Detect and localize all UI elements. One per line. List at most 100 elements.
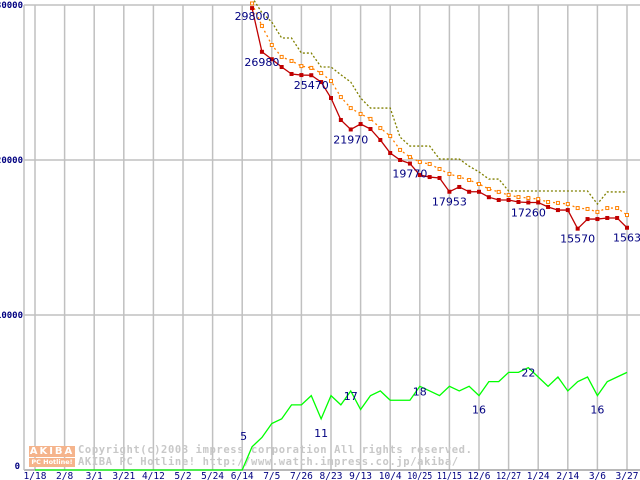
y-tick-label: 0 [15, 462, 20, 472]
min-price-data-label: 15570 [560, 233, 595, 246]
min-price-point [309, 73, 314, 78]
shop-count-data-label: 16 [472, 404, 486, 417]
min-price-point [477, 189, 481, 194]
x-tick-label: 1/18 [24, 471, 47, 480]
min-price-point [358, 122, 363, 127]
average-price-point [595, 209, 600, 214]
average-price-point [259, 23, 264, 28]
average-price-point [526, 195, 531, 200]
min-price-point [625, 225, 629, 230]
average-price-point [289, 58, 294, 63]
average-price-point [506, 193, 511, 198]
min-price-point [605, 215, 610, 220]
shop-count-data-label: 5 [240, 430, 247, 443]
min-price-point [536, 200, 541, 205]
min-price-point [565, 208, 570, 213]
min-price-point [417, 173, 422, 178]
min-price-point [457, 184, 462, 189]
min-price-data-label: 25470 [294, 79, 329, 92]
min-price-point [388, 151, 393, 156]
x-tick-label: 4/12 [142, 471, 165, 480]
average-price-point [388, 133, 393, 138]
average-price-point [358, 111, 363, 116]
average-price-point [536, 197, 541, 202]
average-price-point [565, 202, 570, 207]
average-price-point [329, 78, 333, 83]
min-price-point [437, 175, 442, 180]
min-price-point [447, 189, 452, 194]
average-price-point [417, 160, 422, 165]
min-price-point [368, 127, 373, 131]
x-tick-label: 2/8 [56, 471, 73, 480]
min-price-point [329, 96, 333, 100]
x-tick-label: 10/4 [379, 471, 402, 480]
max-price-line [253, 0, 627, 206]
x-tick-label: 8/23 [320, 471, 343, 480]
x-tick-label: 1/24 [527, 471, 550, 480]
min-price-point [378, 138, 383, 143]
min-price-data-label: 21970 [333, 133, 368, 146]
x-tick-label: 6/14 [231, 471, 254, 480]
x-tick-label: 3/6 [589, 471, 606, 480]
x-tick-label: 3/21 [112, 471, 135, 480]
average-price-point [348, 106, 353, 111]
average-price-line [251, 3, 628, 216]
x-tick-label: 5/24 [201, 471, 224, 480]
min-price-point [269, 57, 274, 62]
min-price-data-label: 17260 [511, 206, 546, 219]
average-price-point [299, 64, 304, 69]
average-price-point [546, 200, 551, 205]
shop-count-line [35, 366, 628, 471]
x-tick-label: 5/2 [174, 471, 191, 480]
average-price-point [625, 213, 629, 218]
average-price-point [615, 206, 620, 211]
average-price-point [516, 195, 521, 200]
min-price-point [496, 197, 501, 202]
average-price-point [368, 116, 373, 121]
average-price-point [496, 189, 501, 194]
x-tick-label: 2/14 [556, 471, 579, 480]
average-price-point [279, 54, 284, 59]
average-price-point [269, 42, 274, 47]
x-tick-label: 3/27 [616, 471, 639, 480]
min-price-point [486, 195, 491, 200]
min-price-point [615, 215, 620, 220]
logo-akiba: AKIBA [29, 446, 75, 457]
min-price-data-label: 15630 [613, 232, 640, 245]
logo-pc-hotline: PC Hotline! [29, 458, 75, 467]
average-price-point [338, 95, 343, 100]
average-price-point [605, 206, 610, 211]
min-price-data-label: 19770 [392, 168, 427, 181]
average-price-point [555, 200, 560, 205]
average-price-point [486, 186, 491, 191]
average-price-point [437, 166, 442, 171]
average-price-point [467, 177, 472, 182]
min-price-point [467, 189, 472, 194]
min-price-point [555, 208, 560, 213]
min-price-point [526, 200, 531, 205]
average-price-point [319, 71, 324, 76]
min-price-point [319, 80, 324, 85]
x-tick-label: 3/1 [86, 471, 103, 480]
average-price-point [427, 162, 432, 167]
x-tick-label: 11/15 [437, 471, 462, 480]
shop-count-data-label: 16 [590, 404, 604, 417]
min-price-point [407, 161, 412, 166]
min-price-point [546, 204, 551, 209]
min-price-point [259, 49, 264, 54]
min-price-data-label: 26980 [244, 56, 279, 69]
min-price-point [516, 200, 521, 205]
min-price-point [279, 65, 284, 69]
average-price-point [457, 175, 462, 180]
min-price-point [338, 118, 343, 123]
shop-count-data-label: 22 [521, 367, 535, 380]
average-price-point [398, 147, 403, 152]
min-price-data-label: 29800 [235, 10, 270, 23]
x-tick-label: 7/26 [290, 471, 313, 480]
x-tick-label: 12/27 [496, 471, 521, 480]
x-tick-label: 7/5 [263, 471, 280, 480]
shop-count-data-label: 18 [413, 385, 427, 398]
y-tick-label: 20000 [0, 156, 23, 166]
y-tick-label: 30000 [0, 1, 23, 11]
